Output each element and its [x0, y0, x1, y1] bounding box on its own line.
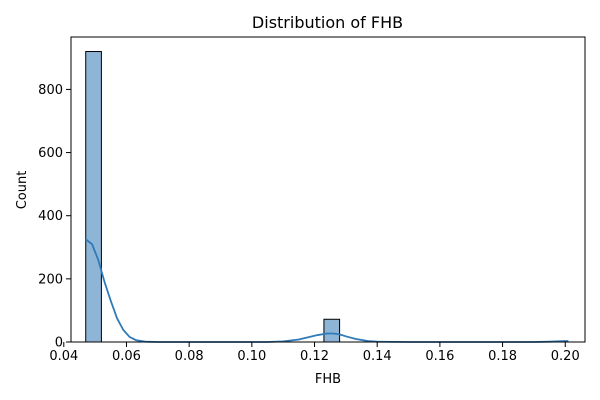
- histogram-bar-0: [85, 51, 102, 343]
- x-tick-label-8: 0.20: [551, 349, 580, 364]
- x-tick-label-1: 0.06: [112, 349, 141, 364]
- y-tick-label-0: 0: [55, 336, 63, 351]
- bars-group: [85, 51, 341, 343]
- chart-title: Distribution of FHB: [252, 13, 403, 32]
- x-tick-label-0: 0.04: [49, 349, 78, 364]
- y-tick-label-4: 800: [38, 83, 63, 98]
- y-tick-label-3: 600: [38, 146, 63, 161]
- x-tick-label-3: 0.10: [237, 349, 266, 364]
- x-axis-ticks: 0.04 0.06 0.08 0.10 0.12 0.14 0.16 0.18 0.20: [49, 342, 580, 364]
- x-tick-label-7: 0.18: [488, 349, 517, 364]
- y-tick-label-2: 400: [38, 209, 63, 224]
- x-tick-label-2: 0.08: [175, 349, 204, 364]
- x-tick-label-5: 0.14: [363, 349, 392, 364]
- histogram-bar-1: [323, 318, 341, 343]
- x-axis-label: FHB: [315, 372, 341, 387]
- y-axis-label: Count: [15, 171, 30, 210]
- axes-frame: [70, 36, 586, 343]
- plot-area: [70, 36, 586, 343]
- x-tick-label-4: 0.12: [300, 349, 329, 364]
- y-tick-label-1: 200: [38, 272, 63, 287]
- y-axis-ticks: 0 200 400 600 800: [38, 83, 71, 351]
- x-tick-label-6: 0.16: [425, 349, 454, 364]
